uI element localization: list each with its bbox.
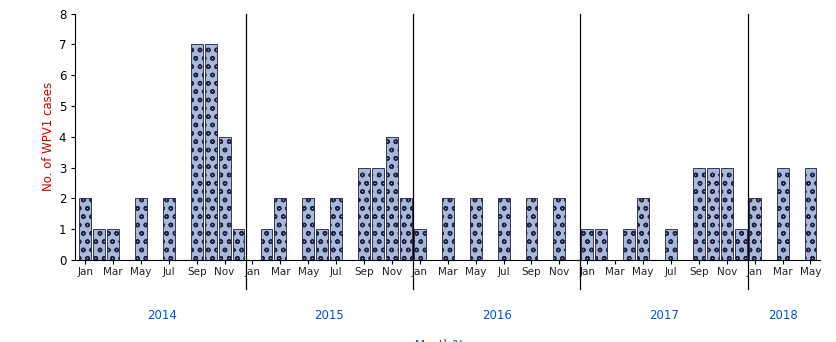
Bar — [372, 168, 384, 260]
Bar — [776, 168, 788, 260]
Bar — [441, 198, 453, 260]
Bar — [274, 198, 286, 260]
Bar — [748, 198, 760, 260]
Bar — [497, 198, 509, 260]
Bar — [581, 229, 593, 260]
Bar — [191, 44, 202, 260]
Bar — [218, 137, 230, 260]
Text: 2017: 2017 — [648, 309, 678, 322]
Bar — [720, 168, 732, 260]
Bar — [469, 198, 481, 260]
Bar — [205, 44, 217, 260]
Text: Month/Year: Month/Year — [414, 339, 481, 342]
Bar — [665, 229, 676, 260]
Bar — [302, 198, 314, 260]
Text: 2015: 2015 — [314, 309, 344, 322]
Bar — [636, 198, 648, 260]
Text: 2018: 2018 — [767, 309, 797, 322]
Text: 2014: 2014 — [146, 309, 176, 322]
Bar — [414, 229, 426, 260]
Bar — [692, 168, 704, 260]
Bar — [330, 198, 342, 260]
Bar — [93, 229, 104, 260]
Y-axis label: No. of WPV1 cases: No. of WPV1 cases — [42, 82, 54, 192]
Bar — [163, 198, 175, 260]
Bar — [385, 137, 397, 260]
Bar — [623, 229, 635, 260]
Bar — [706, 168, 718, 260]
Bar — [79, 198, 91, 260]
Bar — [594, 229, 606, 260]
Bar — [316, 229, 328, 260]
Bar — [400, 198, 411, 260]
Bar — [135, 198, 146, 260]
Bar — [260, 229, 272, 260]
Bar — [734, 229, 746, 260]
Text: 2016: 2016 — [481, 309, 511, 322]
Bar — [107, 229, 119, 260]
Bar — [232, 229, 244, 260]
Bar — [358, 168, 370, 260]
Bar — [553, 198, 564, 260]
Bar — [803, 168, 815, 260]
Bar — [525, 198, 537, 260]
